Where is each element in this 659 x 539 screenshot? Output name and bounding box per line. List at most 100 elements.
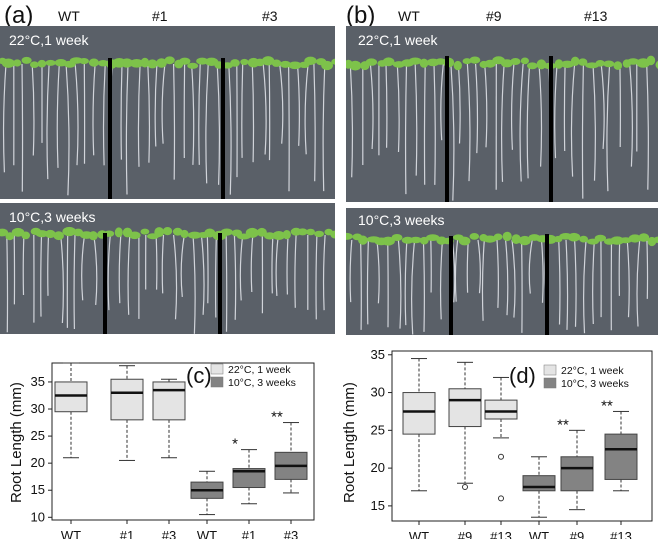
leaf-icon [527,62,538,70]
leaf-icon [585,62,599,69]
leaf-icon [560,60,574,68]
leaf-icon [62,226,77,237]
leaf-icon [419,236,429,245]
leaf-icon [30,61,39,68]
root-icon [646,63,649,190]
cond-a-top: 22°C,1 week [9,32,89,48]
y-tick-label: 25 [371,422,385,437]
root-icon [414,63,418,176]
leaf-icon [409,236,422,244]
leaf-icon [164,56,175,65]
seedlings-b-bottom [346,231,658,335]
root-icon [528,239,533,294]
root-icon [271,234,274,294]
y-tick-label: 20 [371,460,385,475]
panel-label: (c) [186,363,212,388]
root-icon [206,234,209,304]
legend-entry: 22°C, 1 week [228,364,291,376]
leaf-icon [567,232,581,242]
root-icon [360,239,362,330]
root-icon [646,239,649,299]
root-icon [6,234,9,333]
root-icon [404,239,408,326]
root-icon [481,239,485,321]
leaf-icon [120,58,133,68]
root-icon [454,239,459,302]
leaf-icon [652,236,658,244]
root-icon [304,63,309,155]
box [54,381,88,413]
box [448,388,482,428]
leaf-icon [638,233,650,242]
leaf-icon [220,228,233,236]
leaf-icon [97,60,109,67]
y-tick-label: 30 [31,401,45,416]
panel-label: (d) [509,363,536,388]
root-icon [21,63,24,192]
root-icon [600,63,605,149]
leaf-icon [271,59,282,67]
root-icon [592,63,596,181]
leaf-icon [140,228,150,235]
root-icon [262,63,267,155]
root-icon [510,63,515,150]
root-icon [519,63,524,182]
panel-a-genotype-1: #1 [152,8,168,24]
root-icon [496,239,499,308]
box [110,378,144,421]
plot-frame [51,362,315,521]
y-tick-label: 35 [31,374,45,389]
y-tick-label: 25 [31,428,45,443]
root-icon [570,63,576,177]
leaf-icon [554,59,564,69]
panel-a-label: (a) [4,2,34,29]
root-icon [180,234,185,297]
leaf-icon [114,227,123,238]
leaf-icon [21,56,32,64]
root-icon [450,63,455,201]
root-icon [198,63,201,165]
legend-swatch [210,363,224,375]
root-icon [581,63,584,199]
root-icon [200,234,205,315]
cond-a-bottom: 10°C,3 weeks [9,209,96,225]
leaf-icon [570,56,580,66]
root-icon [466,239,469,293]
leaf-icon [88,231,98,241]
root-icon [554,63,558,159]
root-icon [385,63,388,148]
outlier-point [498,495,504,502]
root-icon [251,63,255,163]
root-icon [322,63,326,192]
box [402,392,436,435]
leaf-icon [88,58,99,67]
significance-marker: ** [601,397,613,414]
root-icon [433,63,436,185]
x-tick-label: #13 [490,529,512,539]
root-icon [349,239,353,303]
leaf-icon [304,56,317,65]
root-icon [241,63,244,158]
cond-b-top: 22°C,1 week [358,32,438,48]
leaf-icon [1,58,15,68]
divider-b-bottom-1 [449,236,453,335]
divider-b-top-2 [549,56,553,202]
root-icon [147,63,151,163]
leaf-icon [646,55,656,66]
leaf-icon [45,229,56,239]
root-icon [191,63,195,165]
leaf-icon [408,57,422,65]
leaf-icon [230,59,240,67]
leaf-icon [11,227,25,237]
panel-b-label: (b) [346,2,376,29]
divider-a-top-1 [108,58,112,199]
root-icon [583,239,587,334]
box [560,456,594,492]
root-icon [92,63,96,156]
root-icon [93,234,98,305]
root-icon [540,239,544,303]
root-icon [127,234,131,315]
root-icon [60,234,64,324]
leaf-icon [482,235,497,243]
panel-a-genotype-wt: WT [58,8,80,24]
